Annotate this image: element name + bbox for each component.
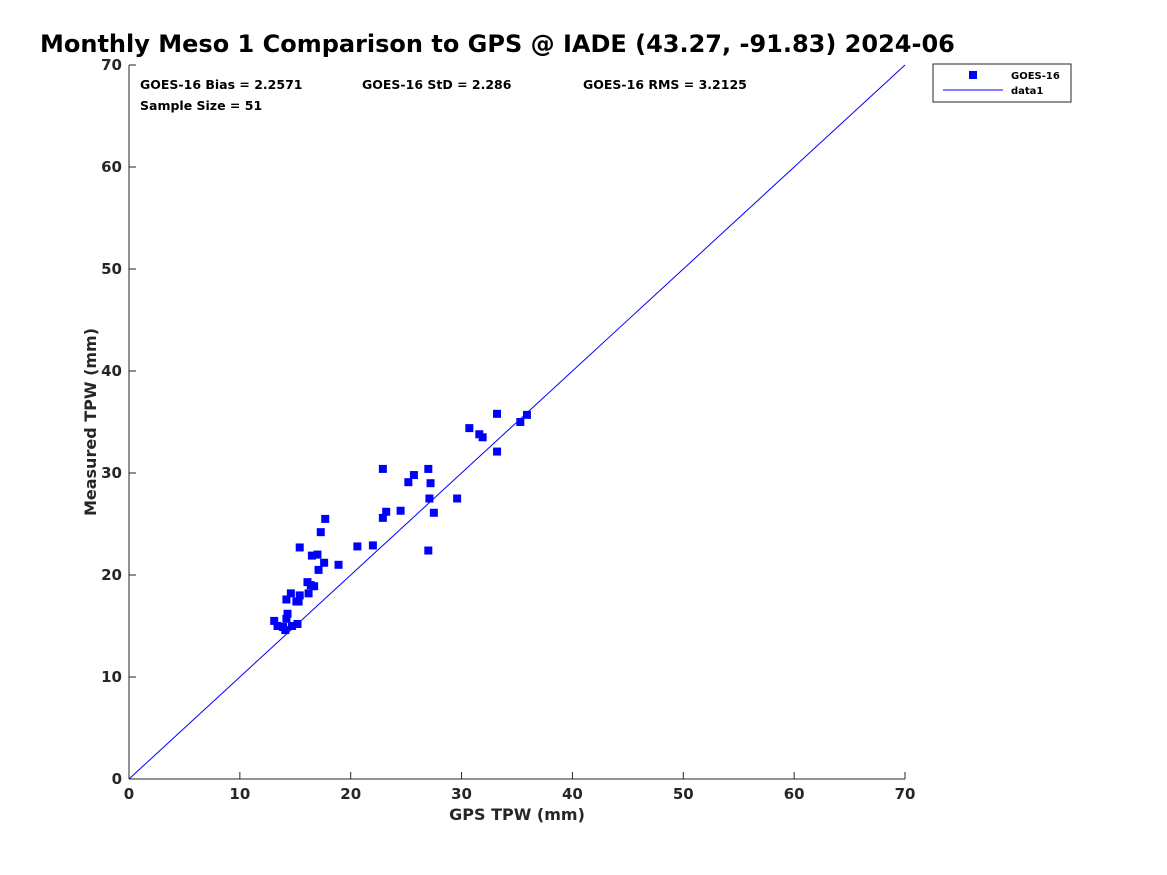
data-point — [493, 447, 502, 456]
data-point — [404, 478, 413, 487]
data-point — [314, 565, 323, 574]
x-tick-label: 0 — [124, 785, 134, 803]
data-point — [321, 514, 330, 523]
data-point — [453, 494, 462, 503]
data-point — [282, 614, 291, 623]
legend-box — [932, 63, 1072, 103]
y-tick-label: 20 — [101, 566, 122, 584]
data-point — [304, 589, 313, 598]
x-tick-label: 10 — [229, 785, 250, 803]
data-point — [396, 506, 405, 515]
data-point — [378, 464, 387, 473]
stat-bias: GOES-16 Bias = 2.2571 — [140, 77, 302, 92]
y-tick-label: 40 — [101, 362, 122, 380]
data-point — [281, 626, 290, 635]
y-tick-label: 0 — [112, 770, 122, 788]
legend-label-data1: data1 — [1011, 86, 1043, 97]
data-point — [310, 582, 319, 591]
x-tick-label: 70 — [895, 785, 916, 803]
x-tick-label: 50 — [673, 785, 694, 803]
data-point — [424, 546, 433, 555]
data-point — [316, 528, 325, 537]
data-point — [286, 589, 295, 598]
data-point — [273, 622, 282, 630]
y-tick-label: 50 — [101, 260, 122, 278]
y-ticks: 0 10 20 30 40 50 60 70 — [101, 56, 136, 788]
y-tick-label: 70 — [101, 56, 122, 74]
data-point — [295, 543, 304, 552]
chart-title: Monthly Meso 1 Comparison to GPS @ IADE … — [40, 30, 955, 58]
data-point — [426, 479, 435, 488]
data-point — [320, 558, 329, 567]
stat-rms: GOES-16 RMS = 3.2125 — [583, 77, 747, 92]
data-point — [307, 551, 316, 560]
x-tick-label: 20 — [340, 785, 361, 803]
data-point — [270, 616, 279, 625]
data-point — [313, 550, 322, 559]
data-point — [409, 471, 418, 480]
data-point — [334, 560, 343, 569]
y-tick-label: 30 — [101, 464, 122, 482]
legend-label-goes16: GOES-16 — [1011, 71, 1060, 82]
x-tick-label: 60 — [784, 785, 805, 803]
x-tick-label: 40 — [562, 785, 583, 803]
data-point — [295, 591, 304, 600]
y-axis-label: Measured TPW (mm) — [81, 328, 100, 516]
data-point — [378, 513, 387, 522]
data-point — [283, 609, 292, 618]
data-point — [465, 424, 474, 433]
data-point — [478, 433, 487, 442]
data-point — [424, 464, 433, 473]
data-point — [516, 418, 525, 426]
data-point — [429, 508, 438, 517]
stat-sample-size: Sample Size = 51 — [140, 98, 262, 113]
data-point — [293, 619, 302, 628]
y-tick-label: 60 — [101, 158, 122, 176]
data-point — [353, 542, 362, 551]
data-point — [382, 507, 391, 516]
legend-marker-goes16 — [969, 71, 977, 79]
data-point — [287, 622, 296, 630]
data-point — [425, 494, 434, 503]
data-point — [294, 597, 303, 606]
data-point — [493, 409, 502, 418]
data-point — [282, 595, 291, 604]
x-axis-label: GPS TPW (mm) — [449, 805, 585, 824]
legend: GOES-16 data1 — [932, 63, 1072, 103]
stat-std: GOES-16 StD = 2.286 — [362, 77, 512, 92]
data-point — [522, 410, 531, 419]
y-tick-label: 10 — [101, 668, 122, 686]
data-point — [368, 541, 377, 550]
x-tick-label: 30 — [451, 785, 472, 803]
x-ticks: 0 10 20 30 40 50 60 70 — [124, 772, 916, 803]
series-goes16-points — [270, 409, 531, 635]
plot-area: 0 10 20 30 40 50 60 70 0 10 20 30 40 50 60 70 — [101, 56, 915, 803]
